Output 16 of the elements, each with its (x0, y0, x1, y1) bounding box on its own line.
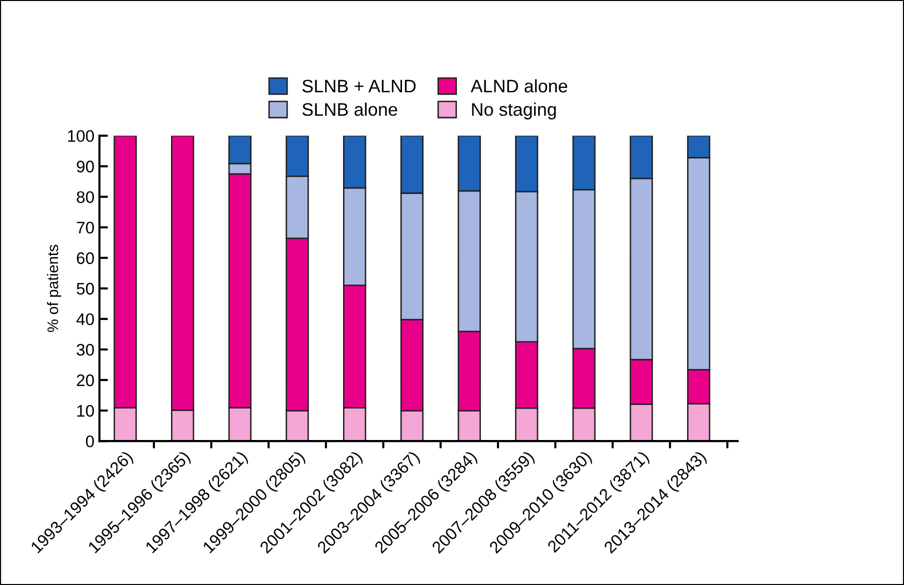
y-tick-label: 20 (76, 374, 94, 386)
y-tick-label: 80 (76, 191, 94, 203)
legend-label: SLNB + ALND (302, 80, 416, 92)
y-tick-label: 70 (76, 222, 94, 234)
y-tick-label: 10 (77, 404, 94, 417)
y-tick-label: 40 (76, 313, 94, 326)
y-tick-label: 30 (76, 344, 94, 356)
y-tick-label: 50 (76, 282, 94, 295)
legend-label: ALND alone (470, 79, 568, 92)
y-tick-label: 60 (76, 252, 94, 264)
y-tick-label: 100 (68, 130, 94, 142)
y-tick-label: 90 (76, 160, 94, 172)
y-tick-label: 0 (86, 435, 94, 448)
legend-label: No staging (472, 102, 556, 120)
legend-label: SLNB alone (302, 102, 398, 116)
y-axis-title: % of patients (46, 244, 62, 332)
